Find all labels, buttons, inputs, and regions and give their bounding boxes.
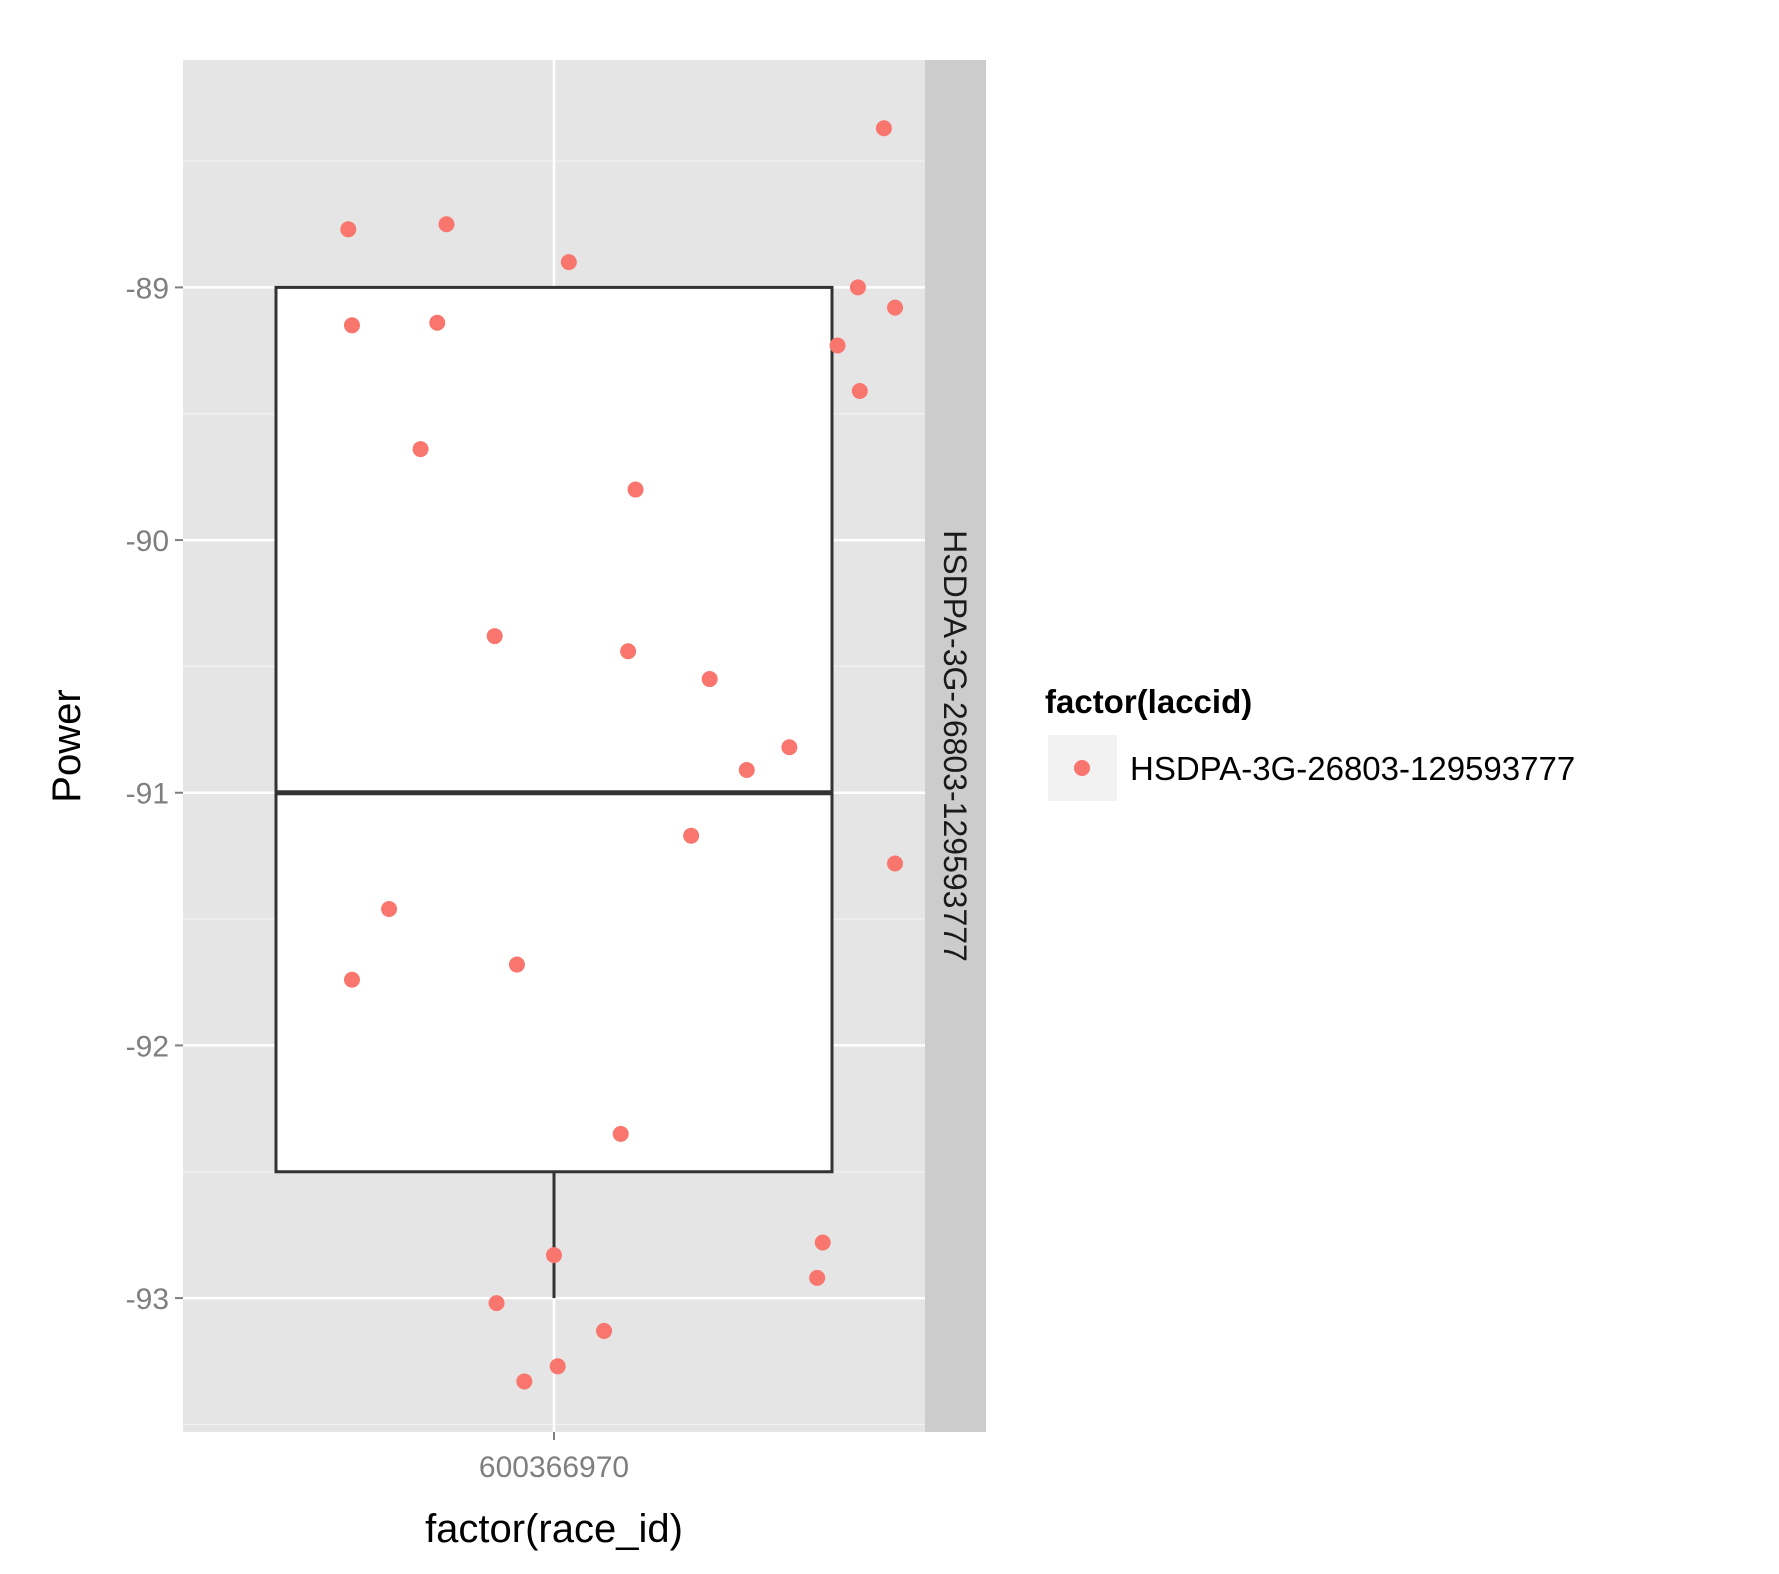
data-point [412,441,429,458]
legend: factor(laccid) HSDPA-3G-26803-129593777 [1045,683,1575,801]
x-tick-label: 600366970 [479,1451,629,1484]
y-tick-label: -90 [126,525,169,558]
data-point [486,628,503,645]
data-point [612,1125,629,1142]
x-axis-title: factor(race_id) [425,1507,683,1551]
data-point [549,1358,566,1375]
data-point [887,299,904,316]
box-iqr [274,285,834,1174]
data-point [438,216,455,233]
data-point [809,1269,826,1286]
legend-title: factor(laccid) [1045,683,1252,720]
data-point [627,481,644,498]
boxplot [274,285,834,1299]
facet-strip-label: HSDPA-3G-26803-129593777 [937,530,973,962]
data-point [683,827,700,844]
y-axis-title: Power [45,689,89,802]
data-point [829,337,846,354]
y-tick-label: -91 [126,778,169,811]
data-point [738,762,755,779]
y-tick-label: -93 [126,1283,169,1316]
data-points [340,120,904,1390]
data-point [560,254,577,271]
y-tick-label: -92 [126,1030,169,1063]
data-point [887,855,904,872]
data-point [849,279,866,296]
data-point [488,1295,505,1312]
data-point [508,956,525,973]
data-point [851,382,868,399]
y-tick-label: -89 [126,272,169,305]
data-point [814,1234,831,1251]
data-point [596,1322,613,1339]
data-point [343,971,360,988]
legend-entry-label: HSDPA-3G-26803-129593777 [1130,750,1575,787]
data-point [340,221,357,238]
data-point [516,1373,533,1390]
data-point [343,317,360,334]
legend-point [1074,760,1090,776]
facet-strip [925,60,986,1432]
data-point [781,739,798,756]
y-axis: -89 -90 -91 -92 -93 [126,272,183,1316]
data-point [546,1247,562,1264]
data-point [701,671,718,688]
x-axis: 600366970 [479,1432,629,1484]
data-point [429,314,446,331]
data-point [381,900,398,917]
data-point [620,643,637,660]
data-point [875,120,892,137]
